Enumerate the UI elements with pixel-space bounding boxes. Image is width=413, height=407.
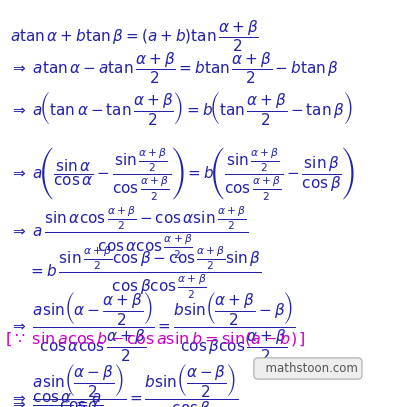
Text: $[\because\; \sin a\cos b - \cos a\sin b = \sin(a-b)\,]$: $[\because\; \sin a\cos b - \cos a\sin b…: [5, 330, 305, 348]
Text: $\Rightarrow\; a\tan\alpha - a\tan\dfrac{\alpha+\beta}{2} = b\tan\dfrac{\alpha+\: $\Rightarrow\; a\tan\alpha - a\tan\dfrac…: [10, 50, 338, 86]
Text: $= b\,\dfrac{\sin\frac{\alpha+\beta}{2}\cos\beta - \cos\frac{\alpha+\beta}{2}\si: $= b\,\dfrac{\sin\frac{\alpha+\beta}{2}\…: [28, 245, 261, 301]
Text: $\Rightarrow\; a\,\dfrac{\sin\alpha\cos\frac{\alpha+\beta}{2} - \cos\alpha\sin\f: $\Rightarrow\; a\,\dfrac{\sin\alpha\cos\…: [10, 205, 247, 261]
Text: $\Rightarrow\; \dfrac{a\sin\!\left(\alpha-\dfrac{\alpha+\beta}{2}\right)}{\cos\a: $\Rightarrow\; \dfrac{a\sin\!\left(\alph…: [10, 290, 295, 363]
Text: mathstoon.com: mathstoon.com: [257, 362, 357, 375]
Text: $\Rightarrow\; a\!\left(\dfrac{\sin\alpha}{\cos\alpha} - \dfrac{\sin\frac{\alpha: $\Rightarrow\; a\!\left(\dfrac{\sin\alph…: [10, 145, 354, 202]
Text: $\Rightarrow\; \dfrac{\cos\alpha}{\cos\beta} = \dfrac{a}{b}$: $\Rightarrow\; \dfrac{\cos\alpha}{\cos\b…: [10, 392, 103, 407]
Text: $a\tan\alpha + b\tan\beta = (a+b)\tan\dfrac{\alpha+\beta}{2}$: $a\tan\alpha + b\tan\beta = (a+b)\tan\df…: [10, 18, 258, 54]
Text: $\Rightarrow\; a\!\left(\tan\alpha - \tan\dfrac{\alpha+\beta}{2}\right) = b\!\le: $\Rightarrow\; a\!\left(\tan\alpha - \ta…: [10, 90, 352, 127]
Text: $\Rightarrow\; \dfrac{a\sin\!\left(\dfrac{\alpha-\beta}{2}\right)}{\cos\alpha} =: $\Rightarrow\; \dfrac{a\sin\!\left(\dfra…: [10, 362, 238, 407]
